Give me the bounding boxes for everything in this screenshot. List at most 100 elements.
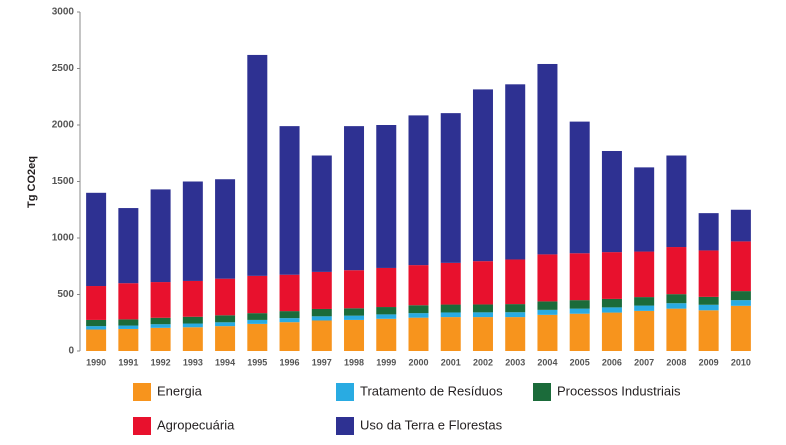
x-tick-label: 1991 — [118, 357, 138, 367]
x-tick-label: 2008 — [666, 357, 686, 367]
x-tick-label: 1996 — [280, 357, 300, 367]
legend-label: Tratamento de Resíduos — [360, 383, 503, 398]
bar-segment — [569, 300, 590, 309]
bar-segment — [698, 304, 719, 311]
bar-segment — [118, 208, 139, 284]
bar-segment — [698, 296, 719, 305]
bar-segment — [698, 310, 719, 351]
bar-segment — [472, 304, 493, 313]
bar-segment — [118, 325, 139, 329]
bar-segment — [730, 300, 751, 306]
bar-segment — [601, 252, 622, 299]
x-tick-label: 1999 — [376, 357, 396, 367]
bar-segment — [279, 311, 300, 319]
bar-segment — [698, 250, 719, 297]
y-axis-label: Tg CO2eq — [26, 156, 38, 208]
bar-segment — [344, 308, 365, 316]
bar-segment — [440, 317, 461, 351]
bar-segment — [215, 326, 236, 351]
bar-segment — [601, 312, 622, 351]
x-tick-label: 1994 — [215, 357, 235, 367]
bar-segment — [408, 313, 429, 318]
bar-segment — [569, 313, 590, 351]
legend-label: Agropecuária — [157, 417, 235, 432]
bar-segment — [279, 126, 300, 275]
bar-segment — [344, 126, 365, 271]
legend-swatch — [133, 417, 151, 435]
x-tick-label: 1992 — [151, 357, 171, 367]
bar-segment — [215, 315, 236, 323]
bar-segment — [440, 113, 461, 263]
x-tick-label: 2006 — [602, 357, 622, 367]
bar-segment — [376, 318, 397, 351]
bar-segment — [537, 301, 558, 310]
bar-segment — [279, 322, 300, 351]
bar-segment — [150, 327, 171, 351]
bar-segment — [150, 189, 171, 283]
legend-label: Processos Industriais — [557, 383, 681, 398]
bar-segment — [247, 275, 268, 314]
bar-segment — [601, 298, 622, 308]
y-tick-label: 1500 — [52, 176, 75, 187]
bar-segment — [666, 247, 687, 295]
x-tick-label: 1998 — [344, 357, 364, 367]
x-tick-label: 1993 — [183, 357, 203, 367]
bar-segment — [569, 308, 590, 314]
bar-segment — [86, 326, 107, 330]
bar-segment — [730, 291, 751, 301]
bar-segment — [247, 323, 268, 351]
bar-segment — [118, 328, 139, 351]
bar-segment — [505, 259, 526, 305]
bar-segment — [505, 317, 526, 351]
legend-swatch — [336, 417, 354, 435]
bar-segment — [408, 317, 429, 351]
bar-segment — [505, 84, 526, 260]
bar-segment — [537, 314, 558, 351]
bar-segment — [118, 283, 139, 320]
y-tick-label: 2000 — [52, 120, 75, 131]
x-tick-label: 2003 — [505, 357, 525, 367]
bar-segment — [150, 324, 171, 328]
x-tick-label: 2004 — [537, 357, 557, 367]
bar-segment — [344, 315, 365, 320]
bar-segment — [666, 303, 687, 309]
bar-segment — [376, 314, 397, 319]
bar-segment — [215, 322, 236, 327]
bar-segment — [182, 181, 203, 281]
bar-segment — [634, 297, 655, 306]
legend-swatch — [336, 383, 354, 401]
bar-segment — [86, 192, 107, 287]
bar-segment — [215, 179, 236, 279]
legend-label: Uso da Terra e Florestas — [360, 417, 503, 432]
bar-segment — [440, 312, 461, 318]
bar-segment — [311, 308, 332, 317]
x-tick-label: 2010 — [731, 357, 751, 367]
bar-segment — [634, 167, 655, 252]
bar-segment — [634, 251, 655, 298]
bar-segment — [634, 305, 655, 311]
x-tick-label: 2009 — [699, 357, 719, 367]
bar-segment — [279, 274, 300, 312]
x-tick-label: 1997 — [312, 357, 332, 367]
bar-segment — [472, 312, 493, 318]
bar-segment — [118, 319, 139, 326]
x-tick-label: 1995 — [247, 357, 267, 367]
bar-segment — [440, 262, 461, 305]
bar-segment — [182, 280, 203, 317]
legend-label: Energia — [157, 383, 203, 398]
bar-segment — [505, 312, 526, 318]
x-tick-label: 2002 — [473, 357, 493, 367]
bar-segment — [730, 209, 751, 242]
x-tick-label: 2001 — [441, 357, 461, 367]
bar-segment — [537, 309, 558, 315]
bar-segment — [472, 317, 493, 351]
y-tick-label: 2500 — [52, 63, 75, 74]
bar-segment — [344, 270, 365, 309]
bar-segment — [440, 304, 461, 313]
bar-segment — [311, 155, 332, 272]
bar-segment — [569, 121, 590, 254]
bar-segment — [601, 307, 622, 313]
bar-segment — [730, 305, 751, 351]
bar-segment — [569, 253, 590, 301]
